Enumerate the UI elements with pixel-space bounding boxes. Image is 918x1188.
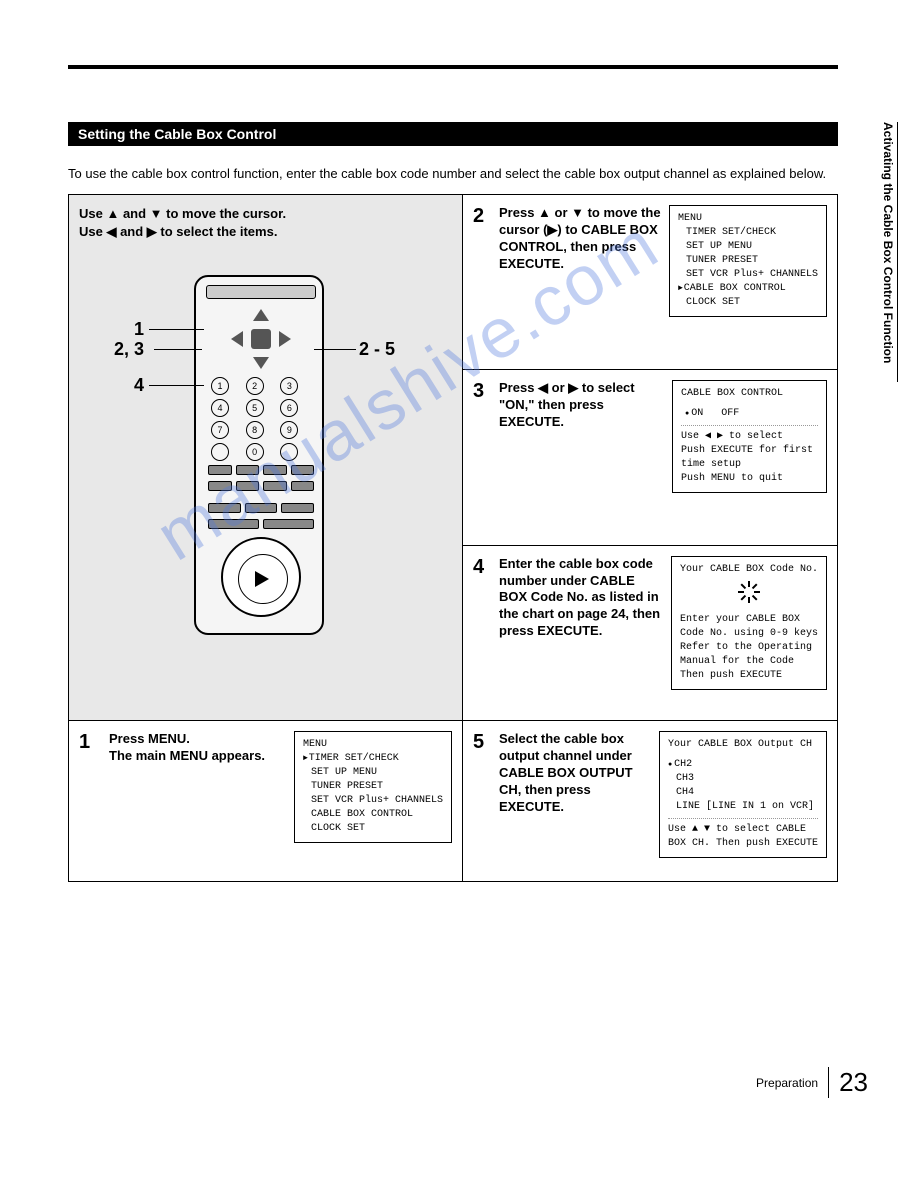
footer-label: Preparation (756, 1076, 818, 1090)
callout-23: 2, 3 (114, 339, 144, 360)
step-5-cell: 5 Select the cable box output channel un… (463, 721, 837, 881)
page-number: 23 (828, 1067, 868, 1098)
step-3-text: Press ◀ or ▶ to select "ON," then press … (499, 380, 664, 431)
callout-1: 1 (134, 319, 144, 340)
step-5-text: Select the cable box output channel unde… (499, 731, 651, 815)
step-2-text: Press ▲ or ▼ to move the cursor (▶) to C… (499, 205, 661, 273)
remote-btn-row-4 (208, 519, 314, 529)
remote-btn-row-2 (208, 481, 314, 491)
step-1: 1 Press MENU. The main MENU appears. MEN… (69, 721, 463, 881)
step-3: 3 Press ◀ or ▶ to select "ON," then pres… (473, 380, 827, 493)
step-5-num: 5 (473, 731, 491, 871)
step-1-screen: MENU TIMER SET/CHECK SET UP MENU TUNER P… (294, 731, 452, 843)
intro-text: To use the cable box control function, e… (68, 166, 838, 181)
remote-jog-dial (221, 537, 301, 617)
step-4-text: Enter the cable box code number under CA… (499, 556, 663, 640)
step-3-screen: CABLE BOX CONTROL ON OFF Use ◀ ▶ to sele… (672, 380, 827, 493)
step-3-num: 3 (473, 380, 491, 493)
step-4-num: 4 (473, 556, 491, 690)
remote-numpad: 123 456 789 0 (211, 377, 311, 461)
remote-btn-row-1 (208, 465, 314, 475)
play-icon (255, 571, 269, 587)
remote-header-line2: Use ◀ and ▶ to select the items. (79, 223, 452, 241)
remote-ir-window (206, 285, 316, 299)
step-1-num: 1 (79, 731, 97, 871)
instruction-table: Use ▲ and ▼ to move the cursor. Use ◀ an… (68, 194, 838, 882)
step-4-screen: Your CABLE BOX Code No. Enter your CABLE… (671, 556, 827, 690)
step-4: 4 Enter the cable box code number under … (473, 556, 827, 690)
remote-diagram-cell: Use ▲ and ▼ to move the cursor. Use ◀ an… (69, 195, 463, 720)
step-5-screen: Your CABLE BOX Output CH CH2 CH3 CH4 LIN… (659, 731, 827, 858)
callout-25: 2 - 5 (359, 339, 395, 360)
remote-header: Use ▲ and ▼ to move the cursor. Use ◀ an… (79, 205, 452, 241)
step-1-bold: Press MENU. (109, 731, 190, 746)
remote-dpad (231, 309, 291, 369)
section-header: Setting the Cable Box Control (68, 122, 838, 146)
remote-btn-row-3 (208, 503, 314, 513)
remote-body: 123 456 789 0 (194, 275, 324, 635)
top-rule (68, 65, 838, 69)
callout-4: 4 (134, 375, 144, 396)
step-1-text: The main MENU appears. (109, 748, 282, 765)
step-2: 2 Press ▲ or ▼ to move the cursor (▶) to… (473, 205, 827, 317)
step-2-num: 2 (473, 205, 491, 317)
loading-icon (738, 581, 760, 603)
step-5: 5 Select the cable box output channel un… (473, 731, 827, 871)
footer: Preparation 23 (756, 1067, 868, 1098)
step-2-screen: MENU TIMER SET/CHECK SET UP MENU TUNER P… (669, 205, 827, 317)
side-tab: Activating the Cable Box Control Functio… (876, 122, 898, 382)
remote-header-line1: Use ▲ and ▼ to move the cursor. (79, 205, 452, 223)
